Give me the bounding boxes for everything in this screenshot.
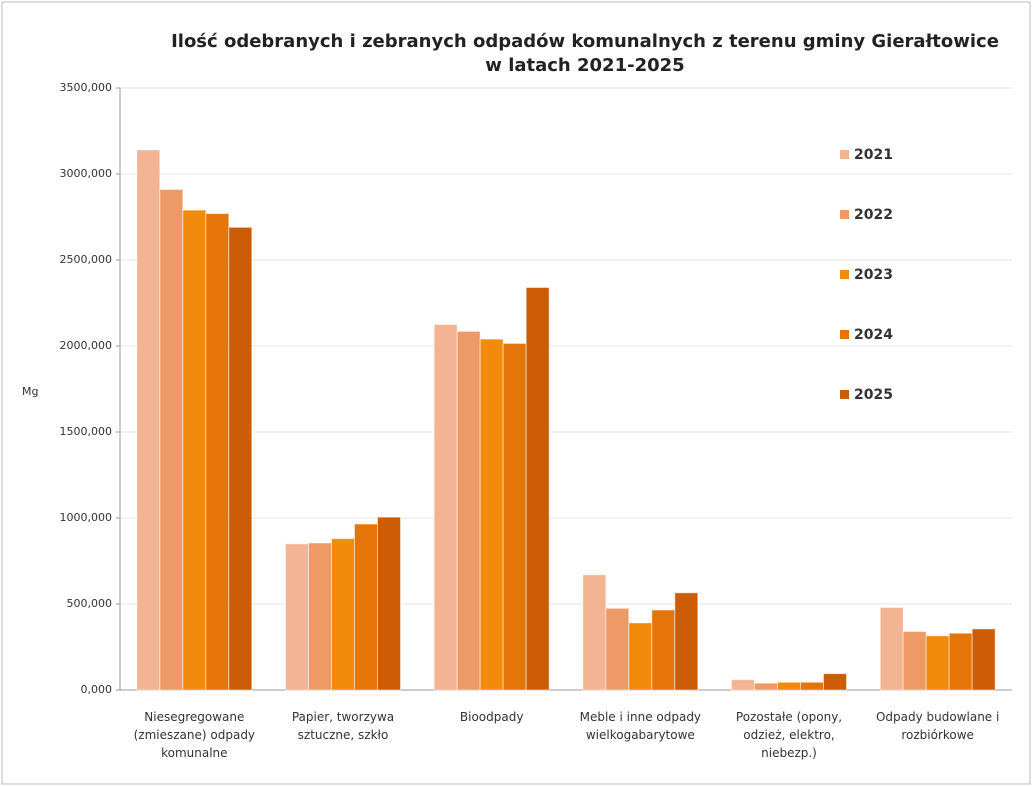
bar bbox=[971, 628, 996, 691]
y-tick-label: 2500,000 bbox=[60, 253, 113, 266]
bar bbox=[651, 609, 676, 691]
bar bbox=[456, 330, 481, 691]
legend-marker bbox=[840, 330, 849, 339]
x-tick-label: Meble i inne odpady wielkogabarytowe bbox=[579, 710, 702, 742]
legend-label: 2021 bbox=[854, 147, 893, 163]
bar bbox=[433, 324, 458, 691]
legend-marker bbox=[840, 150, 849, 159]
bar bbox=[502, 342, 527, 691]
bar bbox=[777, 681, 801, 691]
legend-label: 2024 bbox=[854, 327, 893, 343]
y-tick-label: 3500,000 bbox=[60, 81, 113, 94]
x-tick-label: Papier, tworzywa sztuczne, szkło bbox=[291, 710, 395, 742]
legend-marker bbox=[840, 270, 849, 279]
bar bbox=[479, 338, 504, 691]
x-tick-label: Odpady budowlane i rozbiórkowe bbox=[875, 710, 1000, 742]
y-tick-label: 1000,000 bbox=[60, 511, 113, 524]
bar bbox=[754, 682, 778, 691]
bar bbox=[525, 287, 550, 691]
bar bbox=[205, 213, 230, 691]
x-tick-label: Bioodpady bbox=[459, 710, 524, 724]
bar bbox=[228, 226, 253, 691]
bar bbox=[159, 188, 184, 691]
bar bbox=[285, 543, 309, 691]
y-tick-label: 500,000 bbox=[67, 597, 113, 610]
bar bbox=[800, 681, 824, 691]
bar bbox=[674, 592, 699, 691]
legend-label: 2023 bbox=[854, 267, 893, 283]
bar bbox=[628, 622, 653, 691]
y-tick-label: 3000,000 bbox=[60, 167, 113, 180]
x-tick-label: Niesegregowane (zmieszane) odpady komuna… bbox=[133, 710, 256, 760]
bar bbox=[377, 516, 401, 691]
bar bbox=[582, 574, 607, 691]
legend-marker bbox=[840, 210, 849, 219]
legend-label: 2025 bbox=[854, 387, 893, 403]
y-tick-label: 1500,000 bbox=[60, 425, 113, 438]
y-axis-title: Mg bbox=[22, 385, 38, 398]
legend-marker bbox=[840, 390, 849, 399]
bar bbox=[879, 606, 904, 691]
bar bbox=[605, 607, 630, 691]
bar bbox=[136, 149, 161, 691]
bar bbox=[731, 679, 755, 691]
bar bbox=[182, 209, 207, 691]
y-tick-label: 0,000 bbox=[81, 683, 113, 696]
y-tick-label: 2000,000 bbox=[60, 339, 113, 352]
bar bbox=[354, 523, 378, 691]
bar bbox=[331, 538, 355, 691]
bar bbox=[948, 632, 973, 691]
x-tick-label: Pozostałe (opony, odzież, elektro, niebe… bbox=[735, 710, 843, 760]
bar bbox=[902, 631, 927, 691]
legend-label: 2022 bbox=[854, 207, 893, 223]
bar bbox=[823, 673, 847, 691]
bar bbox=[925, 635, 950, 691]
bar bbox=[308, 542, 332, 691]
chart-title: Ilość odebranych i zebranych odpadów kom… bbox=[171, 31, 999, 76]
